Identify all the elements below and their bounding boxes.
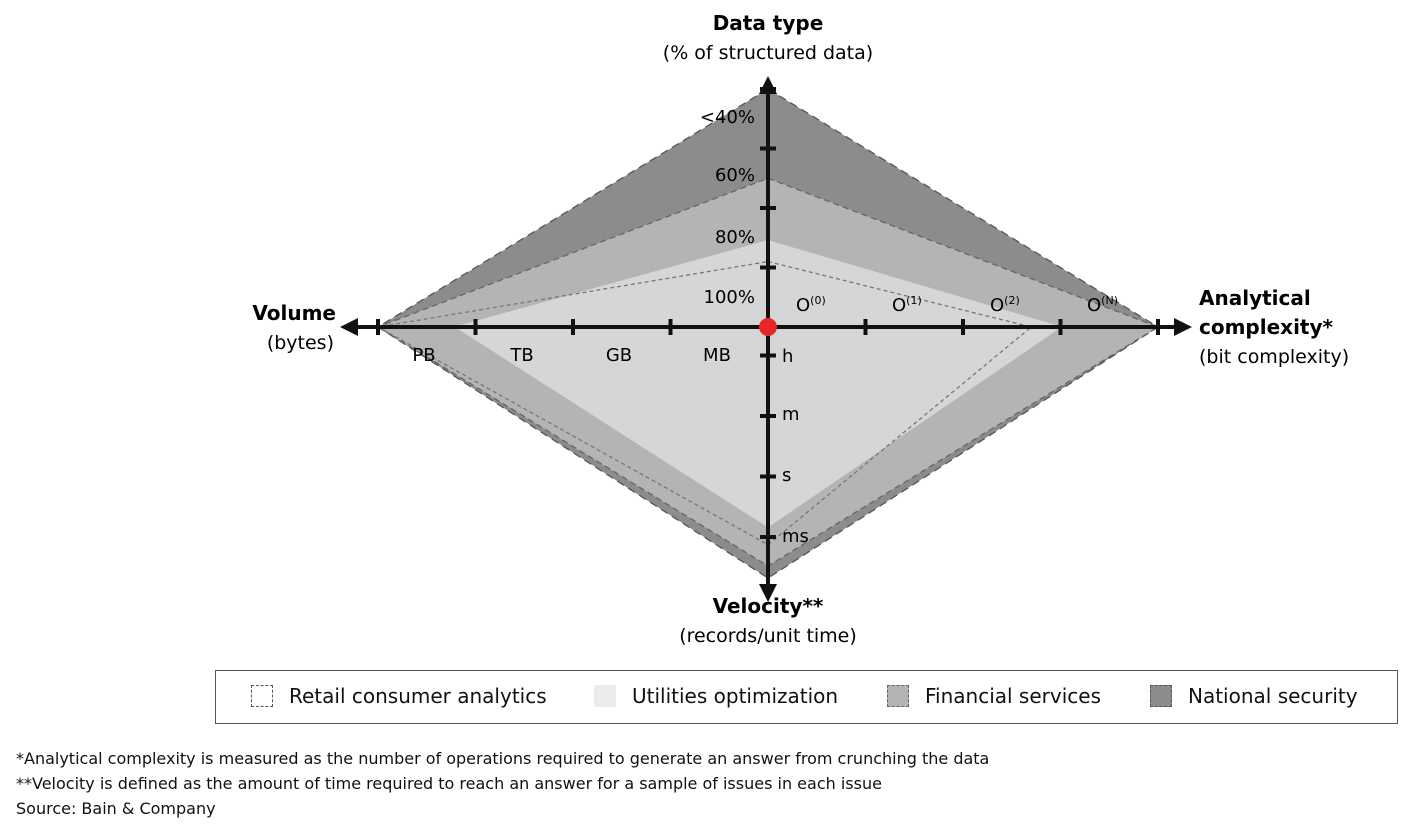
- top-arrowhead: [759, 76, 777, 94]
- data-type-tick-label: 60%: [715, 165, 755, 186]
- legend-item-financial: Financial services: [887, 684, 1101, 708]
- legend: Retail consumer analytics Utilities opti…: [215, 670, 1398, 724]
- data-type-tick-label: 100%: [704, 287, 755, 308]
- volume-axis-title: Volume: [252, 301, 336, 325]
- data-type-axis-title: Data type: [713, 11, 824, 35]
- data-type-tick-label: <40%: [700, 107, 755, 128]
- legend-item-retail: Retail consumer analytics: [251, 684, 547, 708]
- legend-item-national-security: National security: [1150, 684, 1358, 708]
- footnote-analytical-complexity: *Analytical complexity is measured as th…: [16, 749, 990, 768]
- velocity-tick-label: ms: [782, 526, 809, 547]
- legend-label: Financial services: [925, 684, 1101, 708]
- complexity-tick-label: O(1): [892, 294, 922, 316]
- radar-chart: Data type (% of structured data) Volume …: [252, 11, 1349, 647]
- analytical-complexity-axis-title-line2: complexity*: [1199, 315, 1334, 339]
- footnotes: *Analytical complexity is measured as th…: [16, 746, 989, 821]
- volume-tick-label: GB: [606, 345, 632, 366]
- volume-axis-subtitle: (bytes): [267, 332, 334, 354]
- velocity-axis-subtitle: (records/unit time): [679, 625, 857, 647]
- legend-swatch-financial: [887, 685, 909, 707]
- legend-label: Retail consumer analytics: [289, 684, 547, 708]
- right-arrowhead: [1174, 318, 1192, 336]
- legend-item-utilities: Utilities optimization: [594, 684, 838, 708]
- complexity-tick-label: O(0): [796, 294, 826, 316]
- left-arrowhead: [340, 318, 358, 336]
- velocity-tick-label: s: [782, 465, 791, 486]
- volume-tick-label: TB: [509, 345, 533, 366]
- origin-marker: [759, 318, 777, 336]
- legend-label: National security: [1188, 684, 1358, 708]
- legend-swatch-retail: [251, 685, 273, 707]
- volume-tick-label: MB: [703, 345, 731, 366]
- velocity-tick-label: h: [782, 346, 793, 367]
- complexity-tick-label: O(N): [1087, 294, 1118, 316]
- velocity-tick-label: m: [782, 404, 800, 425]
- complexity-tick-label: O(2): [990, 294, 1020, 316]
- volume-tick-label: PB: [412, 345, 435, 366]
- velocity-axis-title: Velocity**: [713, 594, 824, 618]
- analytical-complexity-axis-subtitle: (bit complexity): [1199, 346, 1349, 368]
- bottom-arrowhead: [759, 584, 777, 602]
- footnote-velocity: **Velocity is defined as the amount of t…: [16, 774, 882, 793]
- data-type-tick-label: 80%: [715, 227, 755, 248]
- source-note: Source: Bain & Company: [16, 799, 216, 818]
- legend-label: Utilities optimization: [632, 684, 839, 708]
- legend-swatch-utilities: [594, 685, 616, 707]
- data-type-axis-subtitle: (% of structured data): [663, 42, 873, 64]
- analytical-complexity-axis-title-line1: Analytical: [1199, 286, 1311, 310]
- legend-swatch-national-security: [1150, 685, 1172, 707]
